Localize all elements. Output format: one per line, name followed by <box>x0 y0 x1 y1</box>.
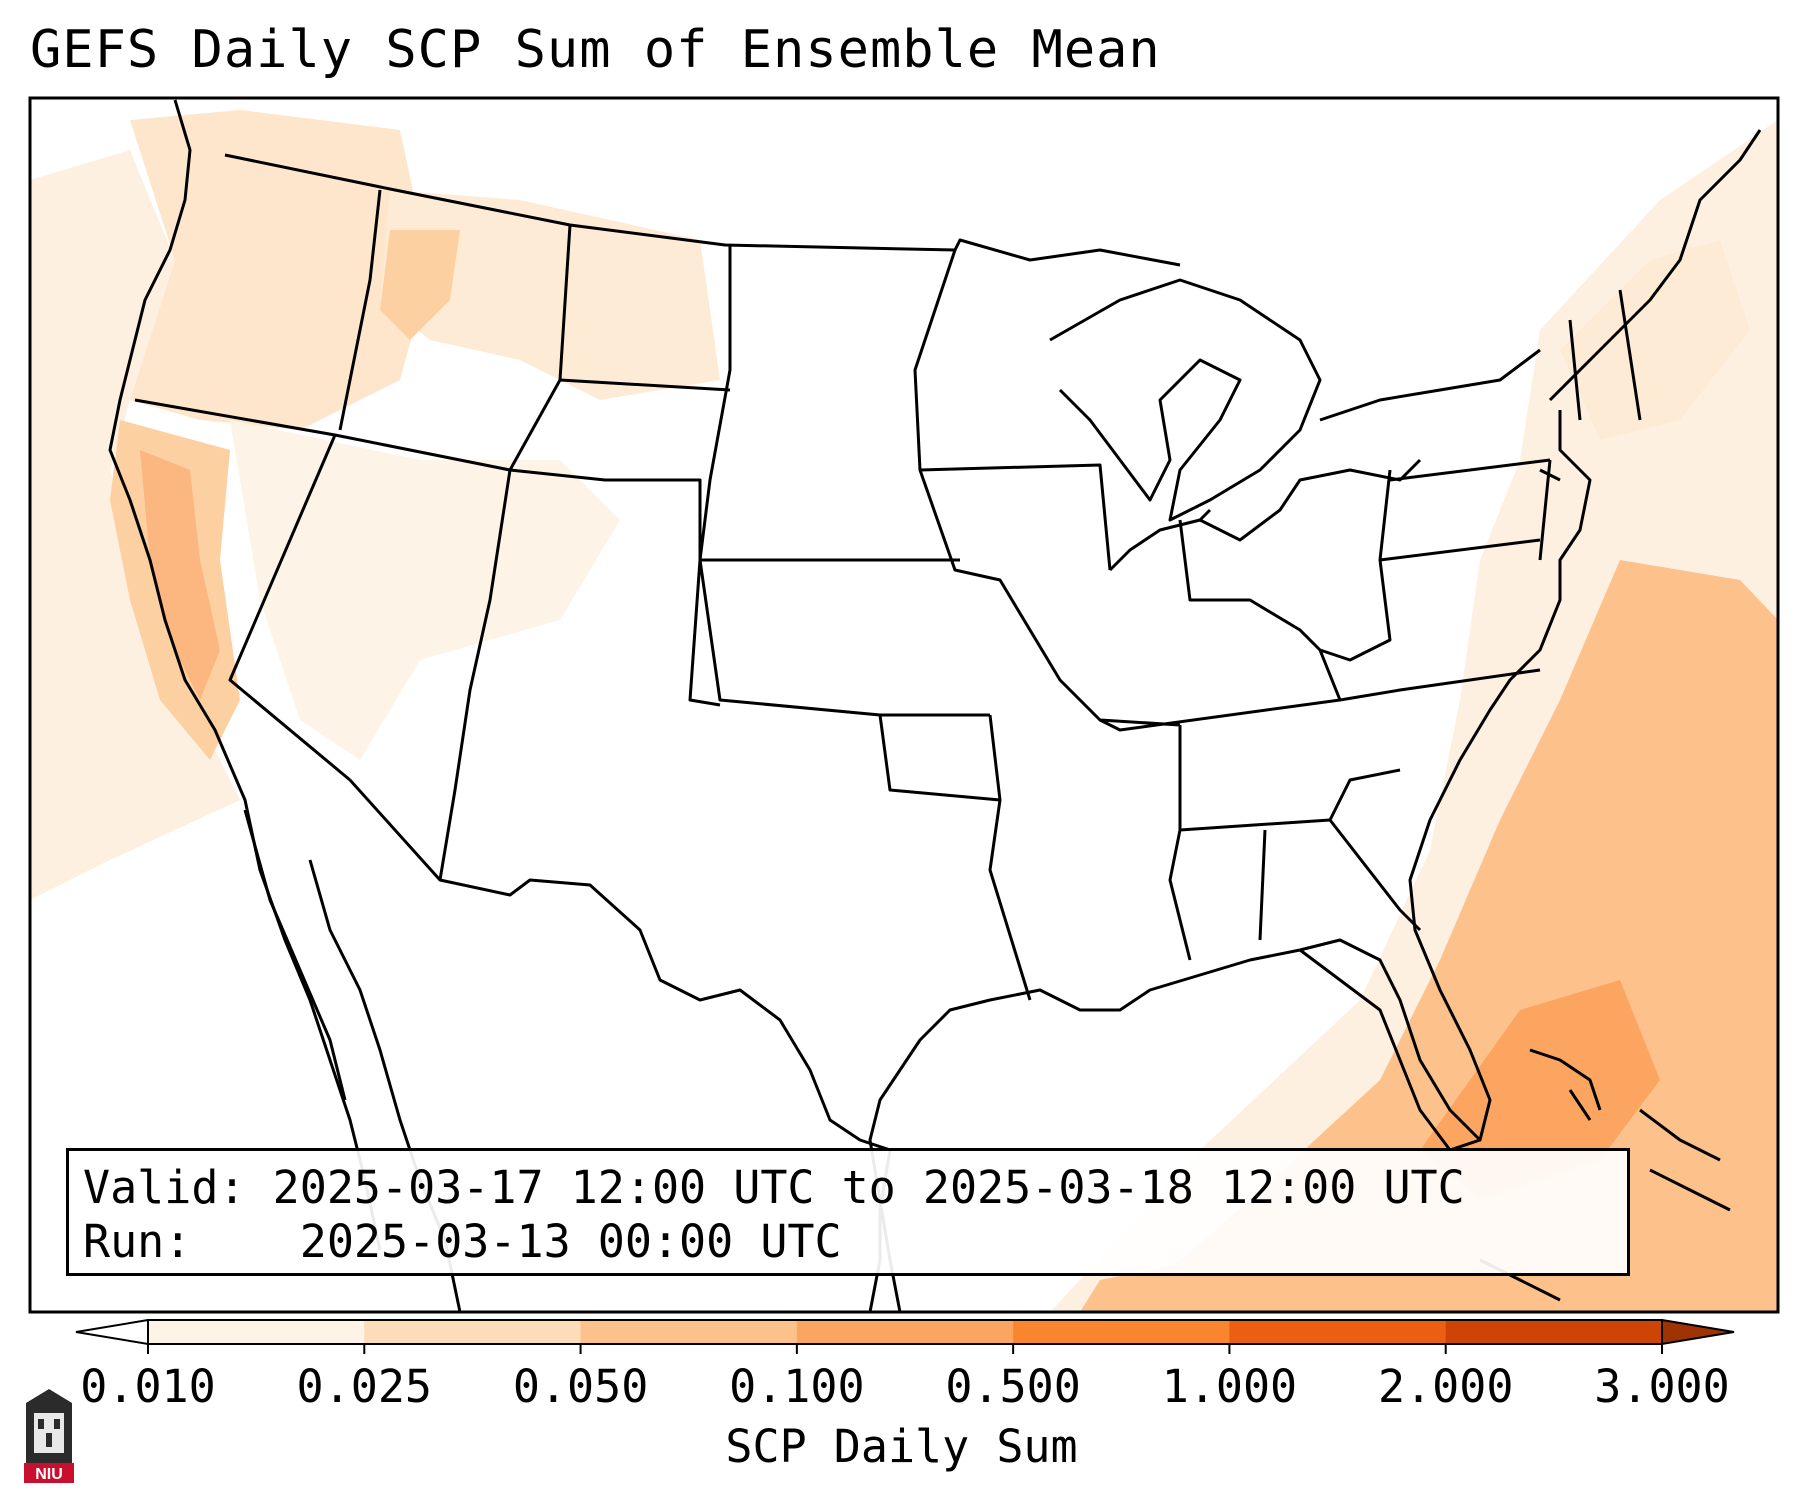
caribbean-islands <box>1479 1048 1731 1302</box>
colorbar-segment <box>580 1320 798 1344</box>
valid-run-box: Valid: 2025-03-17 12:00 UTC to 2025-03-1… <box>66 1148 1630 1276</box>
valid-label: Valid: <box>83 1161 246 1214</box>
niu-logo: NIU <box>24 1389 74 1483</box>
colorbar-tick-label: 2.000 <box>1377 1360 1514 1413</box>
colorbar-segment <box>1013 1320 1230 1344</box>
state-lines <box>134 189 1642 1001</box>
run-value: 2025-03-13 00:00 UTC <box>299 1215 842 1268</box>
colorbar-segment <box>1445 1320 1663 1344</box>
colorbar-under-extension <box>75 1318 149 1346</box>
great-lakes <box>1049 278 1541 522</box>
colorbar-segment <box>364 1320 582 1344</box>
colorbar-segment <box>148 1320 365 1344</box>
run-label: Run: <box>83 1215 192 1268</box>
colorbar-outline <box>147 1319 1663 1345</box>
valid-row: Valid: 2025-03-17 12:00 UTC to 2025-03-1… <box>83 1161 1613 1215</box>
colorbar-label: SCP Daily Sum <box>725 1420 1078 1473</box>
shade-new-england <box>1560 240 1750 440</box>
scp-shading <box>30 110 1778 1312</box>
west-coastline <box>108 99 382 1251</box>
colorbar-segment <box>1229 1320 1447 1344</box>
colorbar-tick-label: 1.000 <box>1161 1360 1298 1413</box>
east-coastline <box>1299 129 1762 1142</box>
colorbar <box>75 1318 1735 1354</box>
shade-idaho-montana <box>380 190 720 400</box>
us-mexico-border <box>348 778 891 1152</box>
colorbar-tick-label: 0.025 <box>296 1360 433 1413</box>
colorbar-tick-label: 0.050 <box>512 1360 649 1413</box>
map-title: GEFS Daily SCP Sum of Ensemble Mean <box>30 20 1161 80</box>
colorbar-segment <box>796 1320 1014 1344</box>
valid-value: 2025-03-17 12:00 UTC to 2025-03-18 12:00… <box>272 1161 1465 1214</box>
run-row: Run: 2025-03-13 00:00 UTC <box>83 1215 1613 1269</box>
colorbar-over-extension <box>1661 1318 1735 1346</box>
map-frame <box>28 96 1780 1314</box>
shade-great-basin <box>230 420 620 760</box>
shade-idaho-core <box>380 230 460 340</box>
shade-bahamas <box>1420 980 1660 1200</box>
colorbar-tick-label: 0.010 <box>80 1360 216 1413</box>
boundary-lines <box>108 99 1762 1312</box>
svg-text:NIU: NIU <box>35 1466 63 1483</box>
shade-california-core <box>140 450 220 700</box>
colorbar-tick-label: 0.100 <box>729 1360 865 1413</box>
colorbar-tick-label: 0.500 <box>945 1360 1081 1413</box>
colorbar-tick-label: 3.000 <box>1594 1360 1730 1413</box>
